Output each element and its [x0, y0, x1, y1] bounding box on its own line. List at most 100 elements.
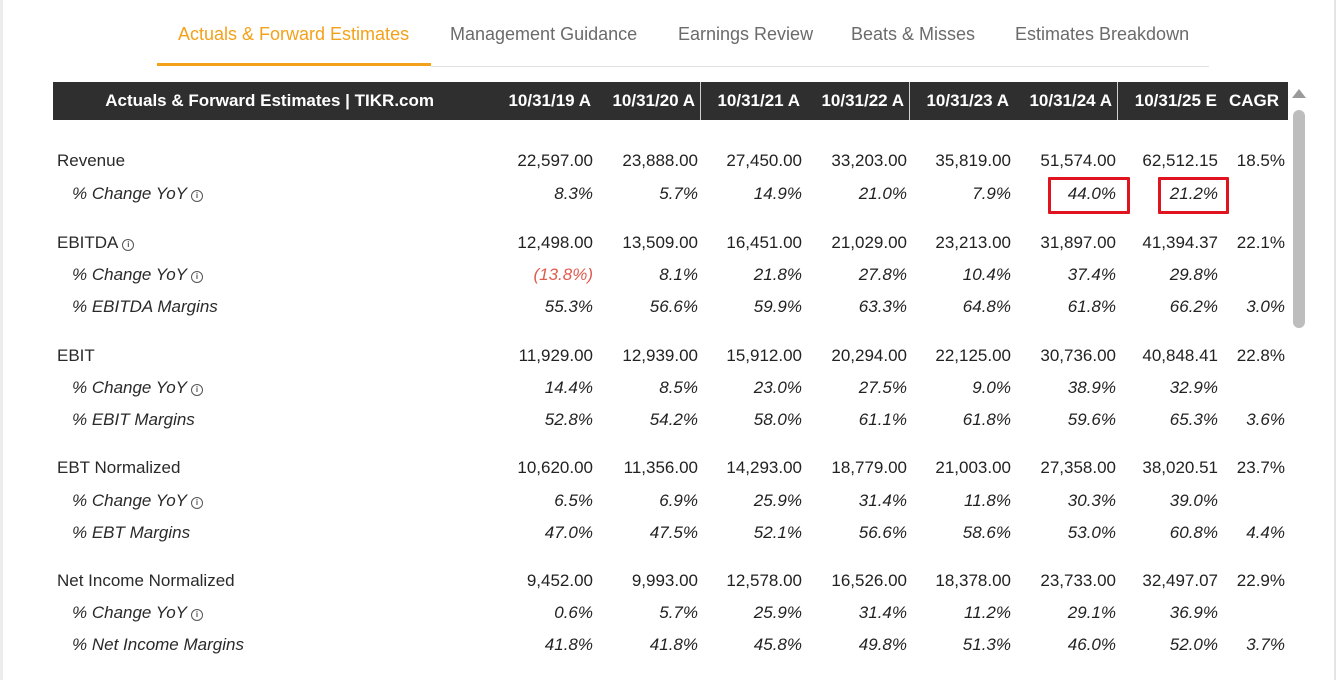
row-label: EBITDA i — [57, 229, 135, 257]
cell-fy2023: 22,125.00 — [935, 346, 1011, 365]
header-separator — [909, 82, 910, 120]
cell-fy2025: 29.8% — [1169, 265, 1218, 284]
cell-fy2024: 44.0% — [1067, 184, 1116, 203]
active-tab-indicator — [157, 63, 431, 66]
cell-fy2022: 18,779.00 — [831, 458, 907, 477]
cell-fy2020: 5.7% — [659, 603, 698, 622]
table-row-net-income-change-yoy: % Change YoY i 0.6% 5.7% 25.9% 31.4% 11.2% 29.… — [0, 599, 1290, 627]
cell-fy2021: 15,912.00 — [726, 346, 802, 365]
cell-fy2023: 11.2% — [964, 603, 1011, 622]
cell-fy2021: 12,578.00 — [726, 571, 802, 590]
cell-fy2022: 49.8% — [858, 635, 907, 654]
cell-fy2025: 66.2% — [1169, 297, 1218, 316]
table-row-ebit: EBIT 11,929.00 12,939.00 15,912.00 20,294.0… — [0, 342, 1290, 370]
table-row-ebitda-change-yoy: % Change YoY i (13.8%) 8.1% 21.8% 27.8% 10.4%… — [0, 261, 1290, 289]
row-label-text: % Change YoY — [72, 603, 187, 622]
row-label-text: % Net Income Margins — [72, 635, 244, 654]
cell-fy2022: 20,294.00 — [831, 346, 907, 365]
tab-earnings-review[interactable]: Earnings Review — [678, 24, 814, 44]
cell-fy2021: 59.9% — [753, 297, 802, 316]
table-row-revenue: Revenue 22,597.00 23,888.00 27,450.00 33,20… — [0, 147, 1290, 175]
row-label-text: EBT Normalized — [57, 458, 181, 477]
cell-fy2024: 31,897.00 — [1040, 233, 1116, 252]
table-row-ebt-margins: % EBT Margins 47.0% 47.5% 52.1% 56.6% 58.6% 5… — [0, 519, 1290, 547]
tab-estimates-breakdown[interactable]: Estimates Breakdown — [1015, 24, 1190, 44]
row-label-text: % Change YoY — [72, 265, 187, 284]
tab-beats-misses[interactable]: Beats & Misses — [851, 24, 976, 44]
cell-fy2021: 21.8% — [753, 265, 802, 284]
cell-fy2019: 41.8% — [544, 635, 593, 654]
cell-fy2019: 9,452.00 — [526, 571, 593, 590]
cell-fy2023: 18,378.00 — [935, 571, 1011, 590]
scroll-up-arrow-icon[interactable] — [1292, 89, 1306, 98]
table-row-revenue-change-yoy: % Change YoY i 8.3% 5.7% 14.9% 21.0% 7.9% 44.0… — [0, 180, 1290, 208]
info-icon[interactable]: i — [191, 384, 203, 396]
cell-fy2022: 21.0% — [858, 184, 907, 203]
column-header-fy2024[interactable]: 10/31/24 A — [1029, 91, 1112, 110]
row-label: % Change YoY i — [72, 261, 203, 289]
info-icon[interactable]: i — [191, 190, 203, 202]
info-icon[interactable]: i — [191, 271, 203, 283]
table-row-ebit-change-yoy: % Change YoY i 14.4% 8.5% 23.0% 27.5% 9.0% 38.… — [0, 374, 1290, 402]
cell-fy2019: 47.0% — [544, 523, 593, 542]
cell-fy2019: 0.6% — [554, 603, 593, 622]
scrollbar-thumb[interactable] — [1293, 110, 1305, 328]
row-label: % EBT Margins — [72, 519, 190, 547]
cell-fy2025: 60.8% — [1169, 523, 1218, 542]
column-header-fy2019[interactable]: 10/31/19 A — [508, 91, 591, 110]
cell-fy2023: 21,003.00 — [935, 458, 1011, 477]
column-header-fy2023[interactable]: 10/31/23 A — [926, 91, 1009, 110]
table-title: Actuals & Forward Estimates | TIKR.com — [105, 91, 434, 110]
cell-fy2022: 61.1% — [858, 410, 907, 429]
frame-right-edge — [1334, 0, 1336, 680]
row-label: EBIT — [57, 342, 95, 370]
table-row-ebt-normalized: EBT Normalized 10,620.00 11,356.00 14,293.… — [0, 454, 1290, 482]
cell-fy2020: 11,356.00 — [623, 458, 698, 477]
cell-fy2020: 6.9% — [659, 491, 698, 510]
cell-cagr: 3.7% — [1246, 635, 1285, 654]
cell-fy2023: 61.8% — [962, 410, 1011, 429]
row-label: % Change YoY i — [72, 599, 203, 627]
tab-actuals-forward-estimates[interactable]: Actuals & Forward Estimates — [178, 24, 410, 44]
cell-cagr: 3.0% — [1246, 297, 1285, 316]
row-label: % Change YoY i — [72, 487, 203, 515]
cell-fy2020: 12,939.00 — [622, 346, 698, 365]
row-label-text: % Change YoY — [72, 378, 187, 397]
tab-management-guidance[interactable]: Management Guidance — [450, 24, 638, 44]
row-label-text: Net Income Normalized — [57, 571, 235, 590]
cell-fy2020: 13,509.00 — [622, 233, 698, 252]
cell-fy2019: 52.8% — [544, 410, 593, 429]
cell-fy2021: 14,293.00 — [726, 458, 802, 477]
column-header-fy2021[interactable]: 10/31/21 A — [717, 91, 800, 110]
cell-fy2025: 21.2% — [1169, 184, 1218, 203]
row-label: EBT Normalized — [57, 454, 180, 482]
cell-fy2020: 47.5% — [649, 523, 698, 542]
cell-fy2022: 16,526.00 — [831, 571, 907, 590]
column-header-fy2022[interactable]: 10/31/22 A — [821, 91, 904, 110]
column-header-fy2025-estimate[interactable]: 10/31/25 E — [1134, 91, 1217, 110]
info-icon[interactable]: i — [191, 497, 203, 509]
column-header-fy2020[interactable]: 10/31/20 A — [612, 91, 695, 110]
cell-fy2022: 27.8% — [858, 265, 907, 284]
header-separator — [1117, 82, 1118, 120]
cell-cagr: 22.9% — [1236, 571, 1285, 590]
cell-fy2023: 58.6% — [962, 523, 1011, 542]
row-label-text: % Change YoY — [72, 184, 187, 203]
cell-fy2022: 31.4% — [858, 603, 907, 622]
cell-fy2024: 37.4% — [1067, 265, 1116, 284]
cell-fy2024: 23,733.00 — [1040, 571, 1116, 590]
row-label-text: % EBITDA Margins — [72, 297, 218, 316]
info-icon[interactable]: i — [191, 609, 203, 621]
column-header-cagr[interactable]: CAGR — [1228, 91, 1279, 110]
row-label: % EBIT Margins — [72, 406, 195, 434]
cell-fy2025: 32.9% — [1169, 378, 1218, 397]
cell-fy2021: 25.9% — [753, 603, 802, 622]
table-row-net-income-normalized: Net Income Normalized 9,452.00 9,993.00 12… — [0, 567, 1290, 595]
cell-fy2019: (13.8%) — [533, 265, 593, 284]
table-row-ebitda-margins: % EBITDA Margins 55.3% 56.6% 59.9% 63.3% 64.… — [0, 293, 1290, 321]
info-icon[interactable]: i — [122, 239, 135, 251]
cell-cagr: 22.8% — [1236, 346, 1285, 365]
header-separator — [700, 82, 701, 120]
row-label-text: % EBT Margins — [72, 523, 191, 542]
cell-cagr: 23.7% — [1236, 458, 1285, 477]
